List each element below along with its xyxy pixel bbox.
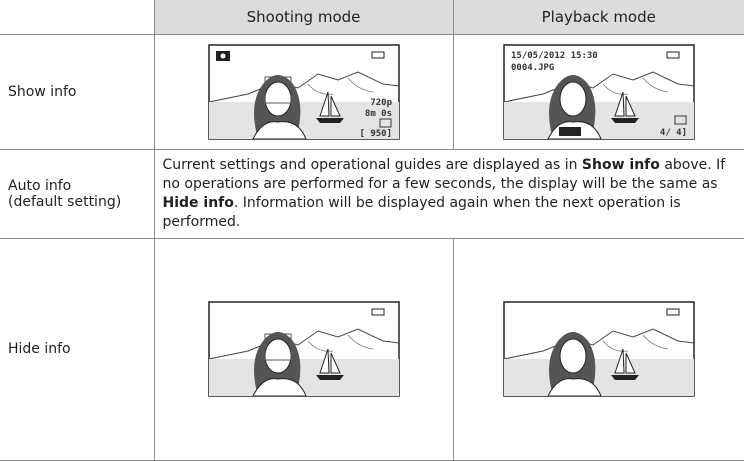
- overlay-text: 720p: [370, 98, 392, 108]
- screen-image: 15/05/2012 15:30 0004.JPG 4/ 4]: [503, 44, 695, 140]
- overlay-text: 0004.JPG: [511, 63, 554, 73]
- row-label: Hide info: [0, 237, 155, 461]
- description-cell: Current settings and operational guides …: [153, 148, 744, 239]
- image-cell: [153, 237, 454, 461]
- overlay-text: [ 950]: [359, 129, 392, 139]
- image-cell: 720p 8m 0s [ 950]: [153, 33, 454, 150]
- screen-image: [503, 301, 695, 397]
- header-cell: Shooting mode: [153, 0, 454, 35]
- text: Current settings and operational guides …: [162, 156, 582, 173]
- label-line: (default setting): [8, 193, 122, 210]
- text: . Information will be displayed again wh…: [162, 194, 681, 230]
- screen-image: 720p 8m 0s [ 950]: [208, 44, 400, 140]
- overlay-text: 4/ 4]: [660, 128, 687, 138]
- text: above. If no operations are performed fo…: [162, 156, 726, 192]
- row-label: Auto info (default setting): [0, 148, 155, 239]
- overlay-text: 8m 0s: [364, 109, 391, 119]
- overlay-text: 15/05/2012 15:30: [511, 51, 598, 61]
- corner-cell: [0, 0, 155, 35]
- bold-text: Hide info: [162, 194, 234, 211]
- label-line: Auto info: [8, 177, 72, 194]
- description: Current settings and operational guides …: [163, 156, 737, 232]
- image-cell: 15/05/2012 15:30 0004.JPG 4/ 4]: [452, 33, 744, 150]
- header-cell: Playback mode: [452, 0, 744, 35]
- bold-text: Show info: [581, 156, 660, 173]
- screen-image: [208, 301, 400, 397]
- row-label: Show info: [0, 33, 155, 150]
- image-cell: [452, 237, 744, 461]
